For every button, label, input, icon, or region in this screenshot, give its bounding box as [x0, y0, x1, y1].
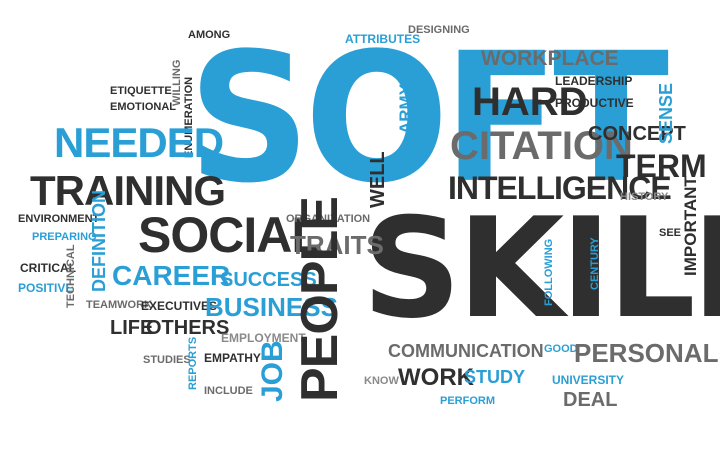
word-positive: POSITIVE	[18, 281, 74, 295]
word-emotional: EMOTIONAL	[110, 101, 176, 113]
word-traits: TRAITS	[290, 230, 384, 260]
word-century: CENTURY	[589, 237, 601, 290]
word-important: IMPORTANT	[681, 176, 700, 276]
word-job: JOB	[256, 340, 289, 402]
word-empathy: EMPATHY	[204, 351, 261, 365]
word-personal: PERSONAL	[574, 338, 719, 368]
word-preparing: PREPARING	[32, 231, 97, 243]
word-others: OTHERS	[146, 317, 230, 339]
word-teamwork: TEAMWORK	[86, 299, 152, 311]
word-willing: WILLING	[171, 59, 183, 106]
word-study: STUDY	[464, 367, 526, 387]
word-needed: NEEDED	[54, 119, 224, 166]
word-skills: SKILLS	[362, 188, 720, 349]
word-army: ARMY	[396, 83, 415, 134]
word-executives: EXECUTIVES	[141, 299, 218, 313]
word-success: SUCCESS	[220, 269, 317, 291]
word-history: HISTORY	[620, 191, 669, 203]
word-following: FOLLOWING	[543, 238, 555, 306]
word-technical: TECHNICAL	[65, 244, 77, 308]
word-intelligence: INTELLIGENCE	[448, 170, 672, 206]
word-productive: PRODUCTIVE	[555, 96, 634, 110]
word-see: SEE	[659, 227, 682, 239]
word-term: TERM	[616, 148, 707, 184]
word-employment: EMPLOYMENT	[221, 331, 306, 345]
word-business: BUSINESS	[205, 292, 338, 322]
word-well: WELL	[367, 151, 389, 208]
word-designing: DESIGNING	[408, 24, 470, 36]
word-communication: COMMUNICATION	[388, 341, 544, 361]
word-leadership: LEADERSHIP	[555, 74, 633, 88]
word-perform: PERFORM	[440, 395, 495, 407]
word-sense: SENSE	[656, 82, 676, 144]
word-hard: HARD	[472, 80, 588, 124]
word-citation: CITATION	[450, 124, 633, 168]
word-environment: ENVIRONMENT	[18, 213, 100, 225]
word-workplace: WORKPLACE	[481, 47, 619, 70]
word-know: KNOW	[364, 375, 399, 387]
word-critical: CRITICAL	[20, 261, 76, 275]
word-life: LIFE	[110, 317, 154, 339]
word-definition: DEFINITION	[89, 190, 109, 292]
word-reports: REPORTS	[187, 336, 199, 390]
word-university: UNIVERSITY	[552, 373, 625, 387]
word-attributes: ATTRIBUTES	[345, 32, 421, 46]
word-social: SOCIAL	[138, 207, 322, 263]
word-soft: SOFT	[188, 15, 669, 223]
word-among: AMONG	[188, 29, 231, 41]
word-people: PEOPLE	[291, 197, 349, 402]
word-good: GOOD	[544, 343, 578, 355]
word-organization: ORGANIZATION	[286, 213, 371, 225]
word-deal: DEAL	[563, 389, 618, 411]
word-career: CAREER	[112, 260, 231, 291]
word-concept: CONCEPT	[588, 123, 686, 145]
word-etiquette: ETIQUETTE	[110, 85, 172, 97]
word-studies: STUDIES	[143, 354, 191, 366]
word-work: WORK	[398, 364, 474, 391]
word-training: TRAINING	[30, 167, 226, 214]
word-include: INCLUDE	[204, 385, 253, 397]
